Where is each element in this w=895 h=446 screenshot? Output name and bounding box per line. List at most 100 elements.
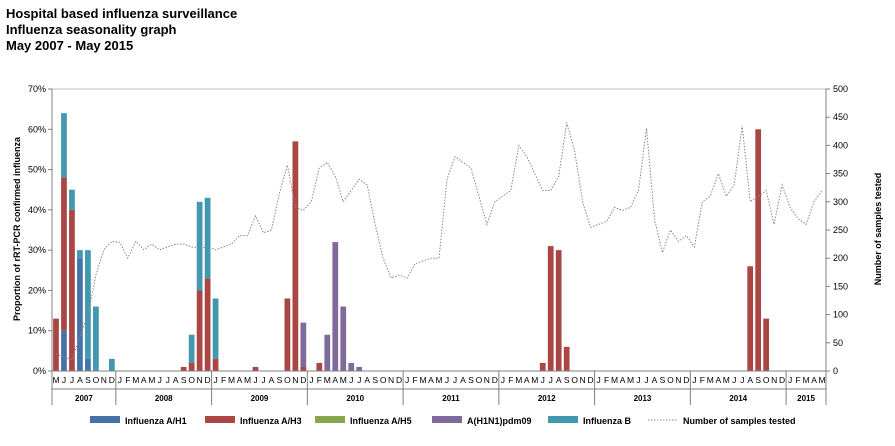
y-tick-label: 60% bbox=[28, 124, 46, 134]
month-label: A bbox=[332, 375, 338, 385]
month-label: F bbox=[508, 375, 513, 385]
bar-influenza-b bbox=[212, 298, 219, 359]
month-label: J bbox=[118, 375, 122, 385]
month-label: D bbox=[683, 375, 689, 385]
y2-tick-label: 50 bbox=[833, 338, 843, 348]
month-label: A bbox=[556, 375, 562, 385]
month-label: N bbox=[292, 375, 298, 385]
y-tick-label: 70% bbox=[28, 84, 46, 94]
legend-samples-tested: Number of samples tested bbox=[683, 416, 796, 426]
month-label: N bbox=[771, 375, 777, 385]
month-label: A bbox=[269, 375, 275, 385]
bar-influenza-a-h3 bbox=[212, 358, 219, 371]
month-label: A bbox=[428, 375, 434, 385]
month-label: A bbox=[747, 375, 753, 385]
bar-influenza-b bbox=[204, 197, 211, 279]
bar-influenza-a-h3 bbox=[755, 129, 762, 371]
bar-influenza-a-h3 bbox=[69, 209, 75, 371]
legend-influenza-b: Influenza B bbox=[583, 416, 632, 426]
chart-title: Hospital based influenza surveillance In… bbox=[6, 6, 237, 54]
month-label: O bbox=[284, 375, 291, 385]
legend-influenza-a-h3-swatch bbox=[205, 416, 235, 423]
month-label: N bbox=[197, 375, 203, 385]
y-tick-label: 40% bbox=[28, 205, 46, 215]
month-label: M bbox=[723, 375, 730, 385]
month-label: J bbox=[158, 375, 162, 385]
month-label: M bbox=[611, 375, 618, 385]
month-label: N bbox=[580, 375, 586, 385]
month-label: M bbox=[818, 375, 825, 385]
left-axis-ticks: 0% 10% 20% 30% 40% 50% 60% 70% bbox=[28, 84, 52, 376]
bar-influenza-a-h3 bbox=[188, 362, 195, 371]
y2-tick-label: 350 bbox=[833, 169, 848, 179]
month-label: M bbox=[419, 375, 426, 385]
month-label: A bbox=[715, 375, 721, 385]
legend-h1n1pdm09-swatch bbox=[432, 416, 462, 423]
year-label: 2007 bbox=[75, 394, 93, 403]
y2-tick-label: 450 bbox=[833, 112, 848, 122]
bar-influenza-b bbox=[61, 113, 67, 178]
month-label: N bbox=[675, 375, 681, 385]
line-series bbox=[55, 122, 823, 361]
bar-influenza-a-h1 bbox=[77, 258, 83, 371]
year-label: 2009 bbox=[251, 394, 269, 403]
month-label: F bbox=[412, 375, 417, 385]
month-label: M bbox=[531, 375, 538, 385]
bar-influenza-a-h3 bbox=[539, 362, 546, 371]
month-label: O bbox=[763, 375, 770, 385]
month-label: F bbox=[317, 375, 322, 385]
legend-h1n1pdm09: A(H1N1)pdm09 bbox=[467, 416, 532, 426]
month-label: J bbox=[788, 375, 792, 385]
legend-influenza-b-swatch bbox=[548, 416, 578, 423]
month-label: J bbox=[253, 375, 257, 385]
bar-h1n1pdm09 bbox=[300, 322, 307, 367]
month-label: J bbox=[445, 375, 449, 385]
legend-influenza-a-h1-swatch bbox=[90, 416, 120, 423]
month-label: A bbox=[652, 375, 658, 385]
month-label: J bbox=[309, 375, 313, 385]
y2-tick-label: 100 bbox=[833, 310, 848, 320]
bar-h1n1pdm09 bbox=[324, 334, 331, 371]
month-label: A bbox=[141, 375, 147, 385]
right-axis-ticks: 0 50 100 150 200 250 300 350 400 450 500 bbox=[826, 84, 848, 376]
month-label: S bbox=[85, 375, 91, 385]
month-label: J bbox=[692, 375, 696, 385]
samples-tested-line bbox=[55, 122, 823, 361]
month-label: J bbox=[501, 375, 505, 385]
month-label: J bbox=[596, 375, 600, 385]
month-label: M bbox=[132, 375, 139, 385]
month-label: J bbox=[349, 375, 353, 385]
month-label: J bbox=[405, 375, 409, 385]
month-label: J bbox=[213, 375, 217, 385]
month-label: J bbox=[261, 375, 265, 385]
month-label: D bbox=[779, 375, 785, 385]
y-tick-label: 0% bbox=[33, 366, 46, 376]
y2-axis-label: Number of samples tested bbox=[873, 173, 883, 286]
chart-title-line-2: Influenza seasonality graph bbox=[6, 22, 177, 37]
month-label: M bbox=[435, 375, 442, 385]
plot-area bbox=[51, 88, 827, 372]
bar-influenza-b bbox=[85, 250, 91, 359]
month-label: A bbox=[524, 375, 530, 385]
month-label: J bbox=[636, 375, 640, 385]
month-label: N bbox=[388, 375, 394, 385]
y-tick-label: 20% bbox=[28, 285, 46, 295]
month-label: O bbox=[571, 375, 578, 385]
bar-series bbox=[53, 113, 770, 371]
gridlines bbox=[51, 88, 827, 372]
legend-influenza-a-h3: Influenza A/H3 bbox=[240, 416, 302, 426]
month-label: F bbox=[604, 375, 609, 385]
legend: Influenza A/H1 Influenza A/H3 Influenza A/… bbox=[90, 416, 796, 426]
bar-influenza-b bbox=[108, 358, 115, 371]
legend-influenza-a-h5: Influenza A/H5 bbox=[350, 416, 412, 426]
month-label: D bbox=[205, 375, 211, 385]
bar-influenza-a-h3 bbox=[547, 246, 554, 371]
chart-title-line-3: May 2007 - May 2015 bbox=[6, 38, 134, 53]
y2-tick-label: 200 bbox=[833, 253, 848, 263]
bar-influenza-a-h3 bbox=[61, 177, 67, 331]
y2-tick-label: 250 bbox=[833, 225, 848, 235]
year-label: 2008 bbox=[155, 394, 173, 403]
y-tick-label: 50% bbox=[28, 165, 46, 175]
y-axis-label: Proportion of rRT-PCR confirmed influenz… bbox=[12, 136, 22, 321]
